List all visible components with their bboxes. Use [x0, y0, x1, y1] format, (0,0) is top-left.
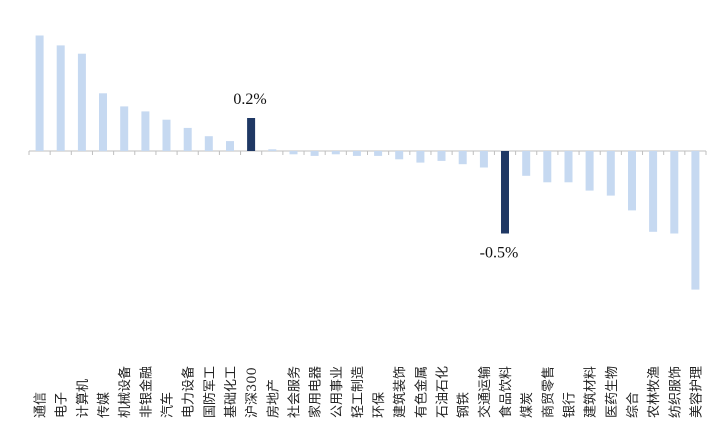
category-label-建筑装饰: 建筑装饰 [392, 366, 408, 418]
bar-机械设备 [120, 106, 129, 151]
bar-交通运输 [479, 151, 488, 168]
data-label-食品饮料: -0.5% [480, 245, 519, 262]
data-label-沪深300: 0.2% [233, 91, 266, 108]
category-label-银行: 银行 [563, 392, 578, 418]
bar-汽车 [162, 119, 171, 151]
bar-国防军工 [204, 136, 213, 151]
bar-银行 [564, 151, 573, 183]
category-label-煤炭: 煤炭 [520, 392, 535, 418]
category-label-有色金属: 有色金属 [413, 366, 429, 418]
bar-社会服务 [289, 151, 298, 155]
category-label-机械设备: 机械设备 [117, 366, 133, 418]
bar-轻工制造 [352, 151, 361, 156]
bar-传媒 [99, 93, 107, 152]
category-label-房地产: 房地产 [265, 379, 281, 418]
category-label-石油石化: 石油石化 [436, 366, 451, 418]
bar-医药生物 [606, 151, 615, 196]
category-label-食品饮料: 食品饮料 [498, 366, 514, 418]
category-label-沪深300: 沪深300 [244, 367, 260, 418]
bar-农林牧渔 [649, 151, 658, 232]
bar-综合 [628, 151, 636, 211]
bar-环保 [374, 151, 383, 156]
category-label-钢铁: 钢铁 [457, 392, 472, 418]
category-label-环保: 环保 [372, 392, 387, 418]
bar-沪深300 [247, 118, 256, 151]
bar-纺织服饰 [670, 151, 679, 234]
category-label-商贸零售: 商贸零售 [540, 366, 556, 418]
category-label-公用事业: 公用事业 [330, 366, 345, 418]
bar-钢铁 [458, 151, 467, 165]
bar-公用事业 [331, 151, 340, 155]
category-label-医药生物: 医药生物 [605, 366, 620, 418]
bar-商贸零售 [543, 151, 552, 183]
bar-石油石化 [437, 151, 446, 161]
bar-电子 [56, 45, 65, 151]
category-label-非银金融: 非银金融 [138, 366, 154, 418]
category-label-电力设备: 电力设备 [181, 366, 197, 418]
category-label-汽车: 汽车 [160, 392, 176, 418]
category-label-美容护理: 美容护理 [688, 366, 704, 418]
category-label-社会服务: 社会服务 [287, 366, 303, 418]
category-label-家用电器: 家用电器 [308, 366, 324, 418]
category-label-纺织服饰: 纺织服饰 [668, 366, 683, 418]
category-label-国防军工: 国防军工 [202, 366, 218, 418]
category-label-电子: 电子 [55, 392, 70, 418]
bar-非银金融 [141, 111, 150, 151]
bar-建筑装饰 [395, 151, 404, 160]
bar-通信 [35, 35, 44, 151]
bar-煤炭 [522, 151, 531, 176]
bar-房地产 [268, 149, 277, 151]
bar-美容护理 [691, 151, 700, 290]
bar-家用电器 [310, 151, 319, 156]
category-label-交通运输: 交通运输 [477, 366, 493, 418]
bar-计算机 [77, 53, 86, 152]
category-label-计算机: 计算机 [76, 379, 91, 418]
bar-有色金属 [416, 151, 425, 163]
category-label-通信: 通信 [34, 392, 49, 418]
category-label-建筑材料: 建筑材料 [583, 366, 599, 418]
bar-建筑材料 [585, 151, 594, 191]
category-label-农林牧渔: 农林牧渔 [647, 366, 662, 418]
bar-食品饮料 [501, 151, 509, 234]
category-label-传媒: 传媒 [97, 392, 112, 418]
category-label-轻工制造: 轻工制造 [351, 366, 366, 418]
category-label-综合: 综合 [626, 392, 641, 418]
bar-基础化工 [226, 141, 234, 151]
category-label-基础化工: 基础化工 [224, 366, 239, 418]
bar-电力设备 [183, 127, 192, 151]
